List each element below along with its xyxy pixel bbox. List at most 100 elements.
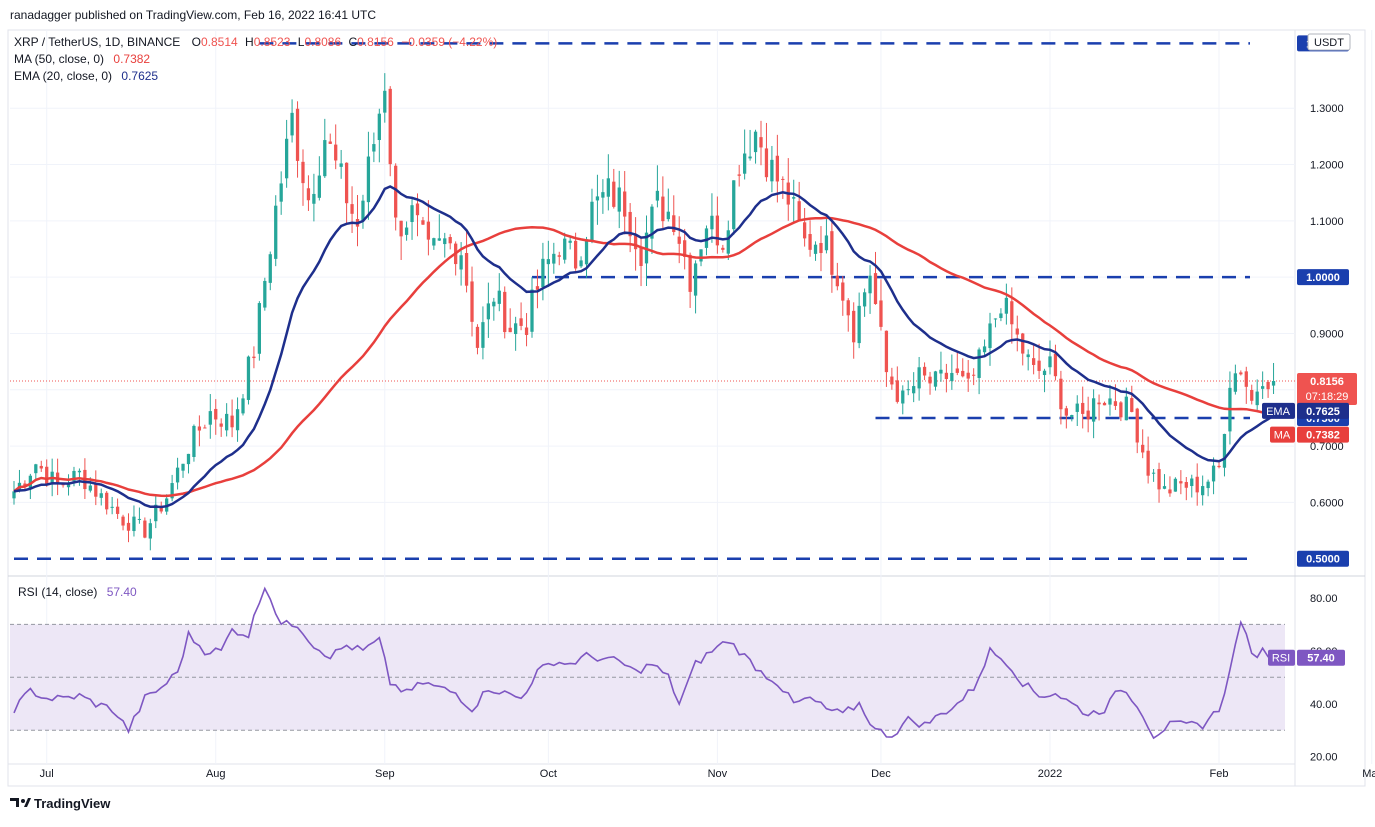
candle-body bbox=[323, 140, 327, 177]
time-tick-label: Dec bbox=[871, 768, 891, 780]
candle-body bbox=[639, 246, 643, 266]
candle-body bbox=[950, 372, 954, 382]
price-tick-label: 0.9000 bbox=[1310, 328, 1344, 340]
candle-body bbox=[284, 138, 289, 179]
candle-body bbox=[1151, 472, 1156, 474]
candle-body bbox=[437, 238, 441, 241]
candle-body bbox=[912, 386, 916, 394]
ohlc-change: −0.0359 (−4.22%) bbox=[401, 35, 497, 49]
candle-body bbox=[922, 366, 927, 376]
candle-body bbox=[486, 303, 491, 320]
candle-body bbox=[72, 470, 76, 482]
candle-body bbox=[1102, 402, 1107, 406]
ohlc-close-label: C bbox=[348, 35, 357, 49]
rsi-value-tag bbox=[1297, 649, 1345, 666]
candle-body bbox=[175, 467, 180, 483]
candle-body bbox=[715, 215, 720, 246]
candle-body bbox=[530, 289, 534, 332]
candle-body bbox=[192, 425, 196, 457]
candle-body bbox=[246, 356, 251, 400]
candle-body bbox=[781, 178, 785, 180]
candle-body bbox=[88, 485, 92, 491]
candle-body bbox=[693, 263, 698, 296]
candle-body bbox=[426, 221, 431, 240]
candle-body bbox=[955, 368, 959, 373]
candle-body bbox=[939, 369, 943, 374]
candle-body bbox=[410, 205, 414, 223]
candle-body bbox=[121, 516, 125, 526]
candle-body bbox=[448, 237, 452, 244]
candle-body bbox=[988, 323, 992, 349]
candle-body bbox=[1244, 371, 1248, 387]
candle-body bbox=[464, 252, 469, 286]
candle-body bbox=[105, 492, 109, 510]
candle-body bbox=[279, 183, 283, 202]
price-tick-label: 1.3000 bbox=[1310, 103, 1344, 115]
candle-body bbox=[1217, 465, 1221, 468]
candle-body bbox=[890, 376, 894, 385]
candle-body bbox=[1031, 358, 1036, 365]
ema-legend: EMA (20, close, 0) 0.7625 bbox=[14, 69, 158, 83]
candle-body bbox=[110, 506, 114, 508]
rsi-legend: RSI (14, close) 57.40 bbox=[18, 585, 137, 599]
candle-body bbox=[99, 493, 103, 498]
candle-body bbox=[334, 144, 338, 161]
candle-body bbox=[394, 165, 398, 218]
candle-body bbox=[737, 174, 741, 176]
candle-body bbox=[372, 144, 376, 152]
candle-body bbox=[312, 193, 316, 204]
time-tick-label: 2022 bbox=[1038, 768, 1062, 780]
candle-body bbox=[66, 484, 71, 488]
candle-body bbox=[573, 240, 578, 269]
candle-body bbox=[519, 318, 523, 326]
candle-body bbox=[1081, 402, 1085, 414]
candle-body bbox=[61, 484, 65, 486]
ema-name-label: EMA bbox=[1266, 406, 1291, 418]
candle-body bbox=[1190, 478, 1194, 487]
candle-body bbox=[546, 259, 550, 265]
price-tick-label: 0.6000 bbox=[1310, 497, 1344, 509]
candle-body bbox=[808, 234, 812, 250]
candle-body bbox=[219, 423, 223, 427]
candle-body bbox=[743, 153, 747, 174]
candle-body bbox=[944, 372, 949, 379]
candle-body bbox=[1255, 391, 1259, 406]
candle-body bbox=[1233, 373, 1238, 392]
candle-body bbox=[1271, 381, 1276, 386]
candle-body bbox=[1075, 403, 1079, 412]
candle-body bbox=[126, 522, 131, 531]
candle-body bbox=[982, 346, 987, 353]
candle-body bbox=[999, 313, 1003, 319]
level-price-label: 1.0000 bbox=[1306, 272, 1340, 284]
candle-body bbox=[993, 318, 998, 320]
candle-body bbox=[623, 191, 627, 217]
candle-body bbox=[1064, 408, 1068, 416]
candle-body bbox=[115, 506, 120, 514]
candle-body bbox=[154, 504, 158, 522]
candle-body bbox=[317, 175, 321, 198]
time-tick-label: Nov bbox=[708, 768, 728, 780]
candle-body bbox=[1195, 476, 1199, 493]
candle-body bbox=[230, 415, 234, 428]
candle-body bbox=[977, 349, 981, 378]
candle-body bbox=[1053, 353, 1058, 377]
rsi-panel bbox=[13, 586, 1274, 740]
ma-50-line bbox=[13, 216, 1274, 498]
candle-body bbox=[802, 222, 807, 239]
rsi-name-tag bbox=[1268, 649, 1295, 666]
candle-body bbox=[1124, 396, 1128, 421]
candle-body bbox=[1135, 408, 1139, 443]
candle-body bbox=[377, 113, 381, 141]
candle-body bbox=[1179, 481, 1183, 484]
candle-body bbox=[132, 516, 136, 532]
rsi-value-label: 57.40 bbox=[1307, 653, 1335, 665]
candle-body bbox=[399, 220, 403, 237]
currency-badge[interactable] bbox=[1307, 33, 1351, 51]
candle-body bbox=[1004, 297, 1009, 314]
candle-body bbox=[1026, 354, 1030, 358]
ema-price-label: 0.7625 bbox=[1306, 406, 1340, 418]
ohlc-low: 0.8086 bbox=[304, 35, 341, 49]
candle-body bbox=[661, 196, 665, 222]
candle-body bbox=[1261, 386, 1265, 389]
